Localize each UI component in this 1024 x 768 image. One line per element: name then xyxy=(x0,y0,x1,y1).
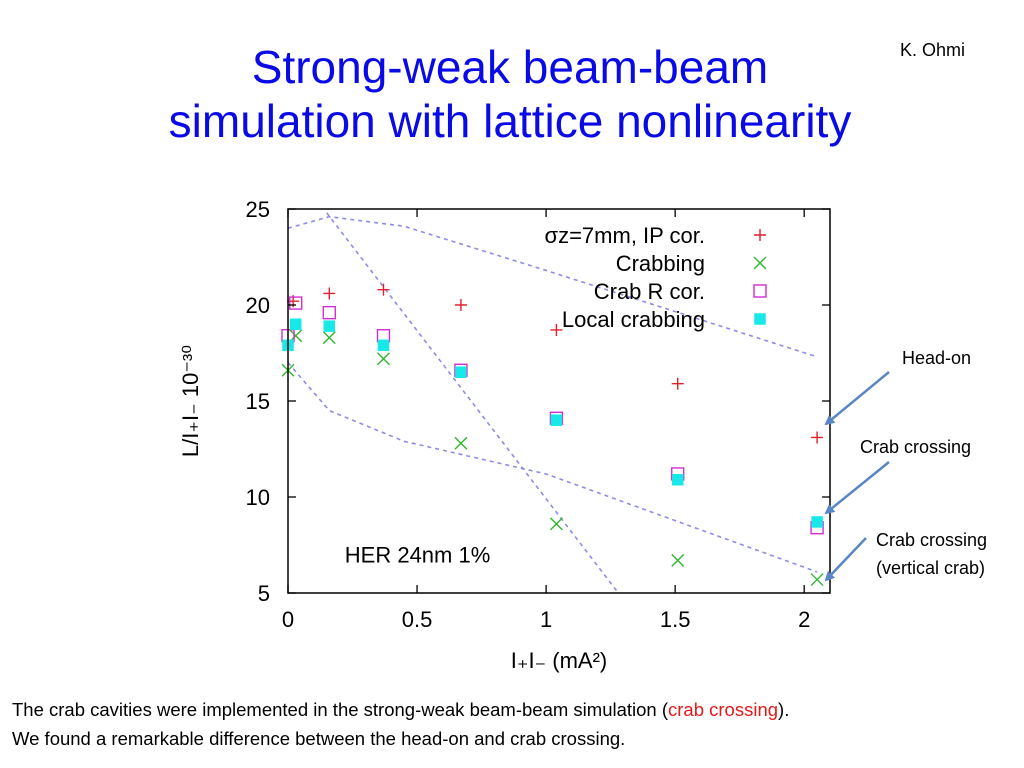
caption-line-2: We found a remarkable difference between… xyxy=(12,728,626,749)
x-tick-label: 2 xyxy=(798,607,810,632)
plus-point xyxy=(550,323,563,336)
guide-line-2 xyxy=(287,362,818,573)
x-tick-label: 0.5 xyxy=(402,607,433,632)
x-point xyxy=(454,436,468,450)
filled-square-point xyxy=(550,414,563,426)
filled-square-point xyxy=(671,473,684,486)
crab-vertical-label-line-1: Crab crossing xyxy=(876,530,988,550)
crab-vertical-label-line-2: (vertical crab) xyxy=(876,558,986,578)
plus-point xyxy=(377,283,390,296)
inner-label: HER 24nm 1% xyxy=(345,542,491,567)
x-tick-label: 1 xyxy=(540,607,552,632)
y-tick-label: 10 xyxy=(246,485,270,510)
head-on-label: Head-on xyxy=(902,348,972,368)
open-square-point xyxy=(322,305,336,320)
x-point xyxy=(671,553,685,567)
y-tick-label: 25 xyxy=(246,197,270,222)
caption-line-1-post: ). xyxy=(778,699,790,720)
plus-point xyxy=(811,431,824,444)
plus-point xyxy=(671,377,684,390)
y-axis-label: L/I₊I₋ 10⁻³⁰ xyxy=(178,345,203,457)
filled-square-point xyxy=(455,366,467,378)
legend-marker xyxy=(753,256,767,270)
author-label: K. Ohmi xyxy=(900,40,966,60)
guide-lines xyxy=(287,212,818,594)
caption-line-1: The crab cavities were implemented in th… xyxy=(12,695,1017,724)
filled-square-point xyxy=(811,516,823,528)
legend: σz=7mm, IP cor. Crabbing Crab R cor. Local … xyxy=(545,223,767,332)
guide-line-3 xyxy=(326,212,619,594)
legend-marker xyxy=(754,313,766,325)
plus-point xyxy=(454,299,467,311)
legend-label: Local crabbing xyxy=(562,307,705,332)
x-point xyxy=(377,352,390,366)
legend-marker xyxy=(754,229,766,241)
x-point xyxy=(322,331,336,345)
filled-square-point xyxy=(377,339,390,352)
crab-vertical-label: Crab crossing (vertical crab) xyxy=(876,526,987,582)
legend-label: Crab R cor. xyxy=(594,279,705,304)
filled-square-point xyxy=(289,318,302,330)
open-square-point xyxy=(289,296,303,310)
filled-square-point xyxy=(323,320,336,332)
title-line-2: simulation with lattice nonlinearity xyxy=(168,95,852,147)
x-tick-label: 1.5 xyxy=(660,607,691,632)
y-tick-label: 15 xyxy=(246,389,270,414)
y-tick-label: 20 xyxy=(246,293,270,318)
x-point xyxy=(549,517,563,531)
x-tick-label: 0 xyxy=(282,607,294,632)
caption-line-1-pre: The crab cavities were implemented in th… xyxy=(12,699,669,720)
guide-line-1 xyxy=(287,215,818,358)
plot-frame xyxy=(287,208,831,594)
data-markers xyxy=(281,283,824,587)
legend-label: Crabbing xyxy=(616,251,705,276)
slide-title: Strong-weak beam-beam simulation with la… xyxy=(60,40,960,148)
title-line-1: Strong-weak beam-beam xyxy=(251,41,769,93)
legend-marker xyxy=(753,284,767,298)
legend-label: σz=7mm, IP cor. xyxy=(545,223,706,248)
x-point xyxy=(810,573,824,587)
caption: The crab cavities were implemented in th… xyxy=(12,695,1017,753)
x-axis-label: I₊I₋ (mA²) xyxy=(511,648,608,673)
y-tick-label: 5 xyxy=(258,581,270,606)
crab-crossing-label: Crab crossing xyxy=(860,437,972,457)
caption-highlight: crab crossing xyxy=(668,699,779,720)
plus-point xyxy=(323,287,336,300)
